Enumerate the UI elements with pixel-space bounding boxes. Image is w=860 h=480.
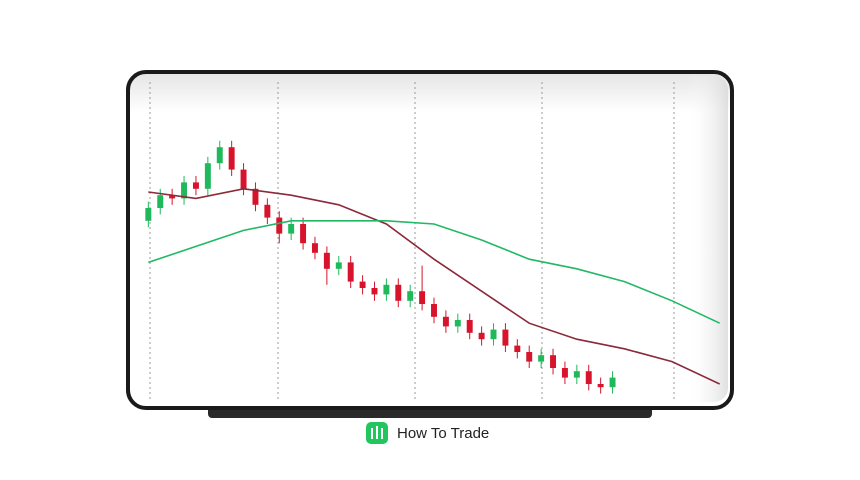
screen-shade [132, 76, 728, 402]
candle-body [252, 188, 259, 205]
candle-body [597, 384, 604, 388]
candle-body [276, 217, 283, 234]
moving-average [148, 187, 721, 385]
candle-body [300, 224, 307, 244]
candle-body [181, 182, 188, 199]
candle-body [478, 332, 485, 340]
candle-body [490, 329, 497, 340]
candle-body [240, 169, 247, 189]
candle-body [288, 224, 295, 234]
candle-body [335, 262, 342, 269]
brand-name: How To Trade [397, 425, 489, 442]
candle-body [157, 195, 164, 208]
candle-body [323, 252, 330, 269]
candle-body [383, 284, 390, 295]
candle-body [347, 262, 354, 282]
candle-body [573, 371, 580, 378]
candle-body [454, 320, 461, 327]
candle-body [561, 368, 568, 378]
candle-body [192, 182, 199, 189]
candle-body [228, 147, 235, 170]
candle-body [419, 291, 426, 304]
brand-logo-bars [371, 426, 383, 439]
candle-body [204, 163, 211, 189]
candle-body [216, 147, 223, 164]
candle-body [609, 377, 616, 388]
candle-body [359, 281, 366, 288]
plot [145, 140, 721, 394]
candle-body [145, 208, 152, 221]
candle-body [431, 304, 437, 317]
candle-body [550, 355, 557, 368]
candle-body [407, 291, 414, 301]
candle-body [395, 284, 402, 301]
candle-body [502, 329, 509, 346]
candle-body [466, 320, 473, 333]
candle-body [264, 204, 271, 218]
candle-body [538, 355, 545, 362]
candle-body [371, 288, 378, 295]
candle-body [311, 243, 318, 253]
candle-body [442, 316, 449, 327]
dotted-guides [149, 82, 675, 400]
candle-body [526, 352, 533, 362]
candle-body [169, 195, 176, 199]
moving-average [148, 220, 721, 324]
candle-body [514, 345, 521, 352]
candle-body [585, 371, 592, 384]
